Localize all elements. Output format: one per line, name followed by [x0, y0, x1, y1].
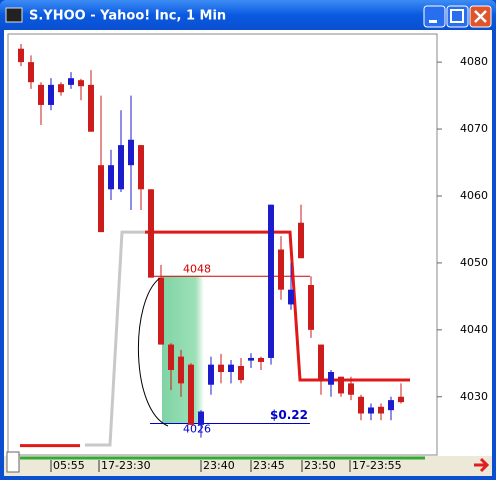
- app-icon: [5, 7, 23, 23]
- close-button[interactable]: [469, 5, 492, 28]
- y-tick-label: 4030: [460, 390, 488, 403]
- candle-body: [388, 400, 394, 411]
- candle-body: [98, 165, 104, 233]
- y-tick-label: 4060: [460, 189, 488, 202]
- title-bar: [0, 0, 496, 30]
- candle-body: [68, 78, 74, 85]
- candle-body: [148, 189, 154, 278]
- candle-body: [118, 145, 124, 190]
- indicator-line: [85, 230, 150, 447]
- candle-body: [18, 48, 24, 63]
- candle-body: [138, 145, 144, 190]
- x-tick-label: 23:45: [253, 459, 285, 472]
- x-tick-label: 17-23:30: [101, 459, 151, 472]
- price-diff-label: $0.22: [270, 408, 308, 422]
- candle-body: [308, 284, 314, 330]
- x-tick-label: 23:50: [304, 459, 336, 472]
- candle-body: [48, 84, 54, 105]
- y-tick-label: 4070: [460, 122, 488, 135]
- selection-bracket: [138, 277, 169, 427]
- candle-body: [78, 80, 84, 87]
- candle-body: [58, 84, 64, 93]
- candle-body: [298, 222, 304, 259]
- x-tick-label: 05:55: [53, 459, 85, 472]
- price-line-label: 4048: [183, 262, 211, 275]
- candle-body: [188, 364, 194, 425]
- x-tick-label: 17-23:55: [352, 459, 402, 472]
- time-axis-strip: [4, 456, 492, 476]
- candle-body: [168, 344, 174, 370]
- candle-body: [348, 383, 354, 395]
- candle-body: [28, 62, 34, 83]
- candle-body: [208, 364, 214, 385]
- scroll-right-arrow[interactable]: [474, 457, 490, 473]
- candle-body: [268, 204, 274, 358]
- minimize-button[interactable]: [423, 5, 446, 28]
- candle-body: [128, 139, 134, 166]
- candle-body: [108, 165, 114, 190]
- candle-body: [398, 396, 404, 403]
- indicator-line: [145, 230, 410, 382]
- candle-body: [318, 344, 324, 381]
- candle-body: [228, 364, 234, 373]
- price-line-label: 4026: [183, 423, 211, 436]
- candle-body: [158, 277, 164, 345]
- candle-body: [88, 84, 94, 132]
- maximize-button[interactable]: [446, 5, 469, 28]
- y-tick-label: 4050: [460, 256, 488, 269]
- candle-body: [248, 357, 254, 361]
- y-tick-label: 4040: [460, 323, 488, 336]
- candle-body: [238, 365, 244, 381]
- candle-body: [38, 84, 44, 105]
- candle-body: [358, 396, 364, 414]
- candle-body: [368, 407, 374, 414]
- candle-body: [258, 357, 264, 362]
- candle-body: [328, 372, 334, 385]
- candle-body: [288, 289, 294, 305]
- y-tick-label: 4080: [460, 55, 488, 68]
- scroll-thumb[interactable]: [6, 451, 20, 473]
- candle-body: [278, 249, 284, 290]
- candle-body: [378, 406, 384, 414]
- plot-area: [7, 33, 438, 456]
- candle-body: [218, 364, 224, 373]
- candle-body: [338, 376, 344, 394]
- candle-body: [198, 411, 204, 425]
- candle-body: [178, 356, 184, 384]
- window-title: S.YHOO - Yahoo! Inc, 1 Min: [29, 9, 226, 24]
- x-tick-label: 23:40: [203, 459, 235, 472]
